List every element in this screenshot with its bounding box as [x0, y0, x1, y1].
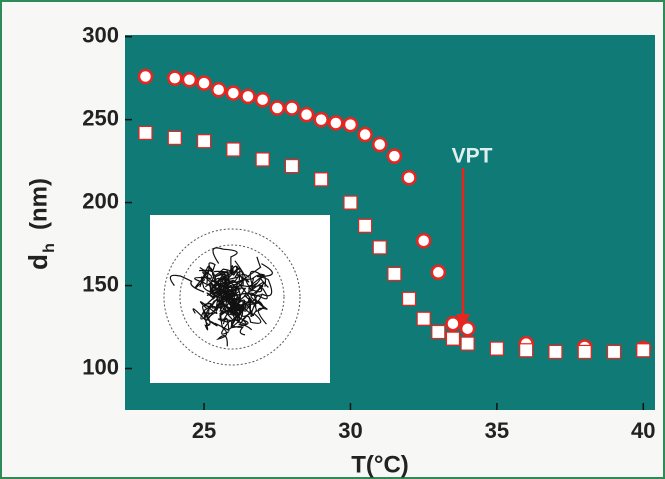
coil-strand — [218, 267, 239, 289]
circle-point — [284, 100, 300, 116]
x-tick-label: 40 — [631, 418, 655, 443]
coil-strand — [217, 290, 241, 315]
circle-point — [137, 68, 154, 85]
square-point — [445, 331, 461, 346]
square-point — [606, 344, 622, 360]
coil-strand — [237, 281, 265, 304]
coil-strand — [202, 288, 235, 320]
circle-point — [298, 106, 315, 123]
coil-strand — [199, 301, 218, 326]
circle-point — [181, 72, 198, 88]
y-tick-label: 100 — [82, 354, 119, 379]
circle-point — [445, 315, 461, 332]
coil-strand — [216, 290, 236, 315]
square-point — [196, 134, 212, 149]
circle-point — [167, 70, 183, 86]
x-tick-label: 30 — [338, 418, 362, 443]
y-tick-label: 300 — [82, 22, 119, 47]
annotation: VPT — [452, 145, 493, 168]
circle-point — [225, 85, 242, 101]
circle-point — [240, 88, 256, 105]
square-point — [138, 125, 153, 140]
coil-strand — [215, 311, 233, 347]
square-point — [548, 344, 563, 360]
coil-strand — [169, 274, 205, 293]
circle-point — [210, 82, 227, 98]
inset-coil — [169, 247, 273, 347]
coil-strand — [231, 313, 262, 329]
circle-point — [269, 100, 286, 116]
square-point — [314, 172, 329, 187]
x-axis-label: T(°C) — [351, 451, 409, 478]
square-point — [255, 152, 270, 167]
circle-point — [430, 264, 447, 281]
square-point — [460, 336, 475, 351]
y-tick-label: 150 — [82, 271, 119, 296]
coil-strand — [226, 297, 247, 325]
coil-strand — [237, 287, 268, 306]
y-label-sub: h — [41, 243, 58, 253]
circle-point — [254, 91, 271, 108]
circle-point — [357, 126, 373, 143]
coil-strand — [236, 299, 253, 317]
inset — [150, 215, 330, 383]
coil-strand — [211, 279, 228, 312]
square-point — [358, 218, 373, 233]
square-point — [489, 341, 504, 356]
coil-strand — [234, 270, 267, 287]
square-point — [387, 266, 402, 282]
y-label-unit: (nm) — [25, 178, 52, 230]
coil-strand — [206, 283, 231, 304]
square-point — [284, 158, 300, 174]
x-tick-label: 35 — [485, 418, 509, 443]
coil-strand — [208, 317, 230, 332]
circle-point — [328, 115, 344, 131]
coil-strand — [249, 263, 273, 288]
y-tick-label: 250 — [82, 105, 119, 130]
circle-point — [342, 116, 359, 133]
circle-point — [196, 75, 212, 91]
inset-inner — [179, 244, 285, 350]
y-axis-label: d h (nm) — [23, 178, 58, 270]
square-point — [577, 344, 592, 360]
circle-point — [386, 148, 403, 164]
square-point — [416, 311, 431, 326]
y-tick-label: 200 — [82, 188, 119, 213]
coil-strand — [226, 260, 247, 283]
inset-outer — [163, 228, 301, 366]
circle-point — [313, 111, 329, 128]
square-point — [167, 130, 182, 145]
square-point — [519, 343, 534, 358]
coil-strand — [218, 279, 241, 297]
circle-point — [459, 320, 476, 337]
square-point — [636, 343, 651, 358]
coil-strand — [212, 247, 238, 275]
coil-strand — [212, 276, 233, 298]
square-point — [401, 291, 417, 306]
circle-point — [415, 233, 432, 249]
x-tick-label: 25 — [192, 418, 216, 443]
circle-point — [401, 169, 417, 186]
y-label-main: d — [23, 254, 53, 270]
square-point — [226, 142, 241, 157]
square-point — [431, 324, 446, 340]
square-point — [372, 240, 387, 255]
coil-strand — [202, 303, 213, 331]
square-point — [343, 195, 358, 210]
arrow-head — [456, 314, 470, 328]
circle-point — [372, 136, 388, 153]
